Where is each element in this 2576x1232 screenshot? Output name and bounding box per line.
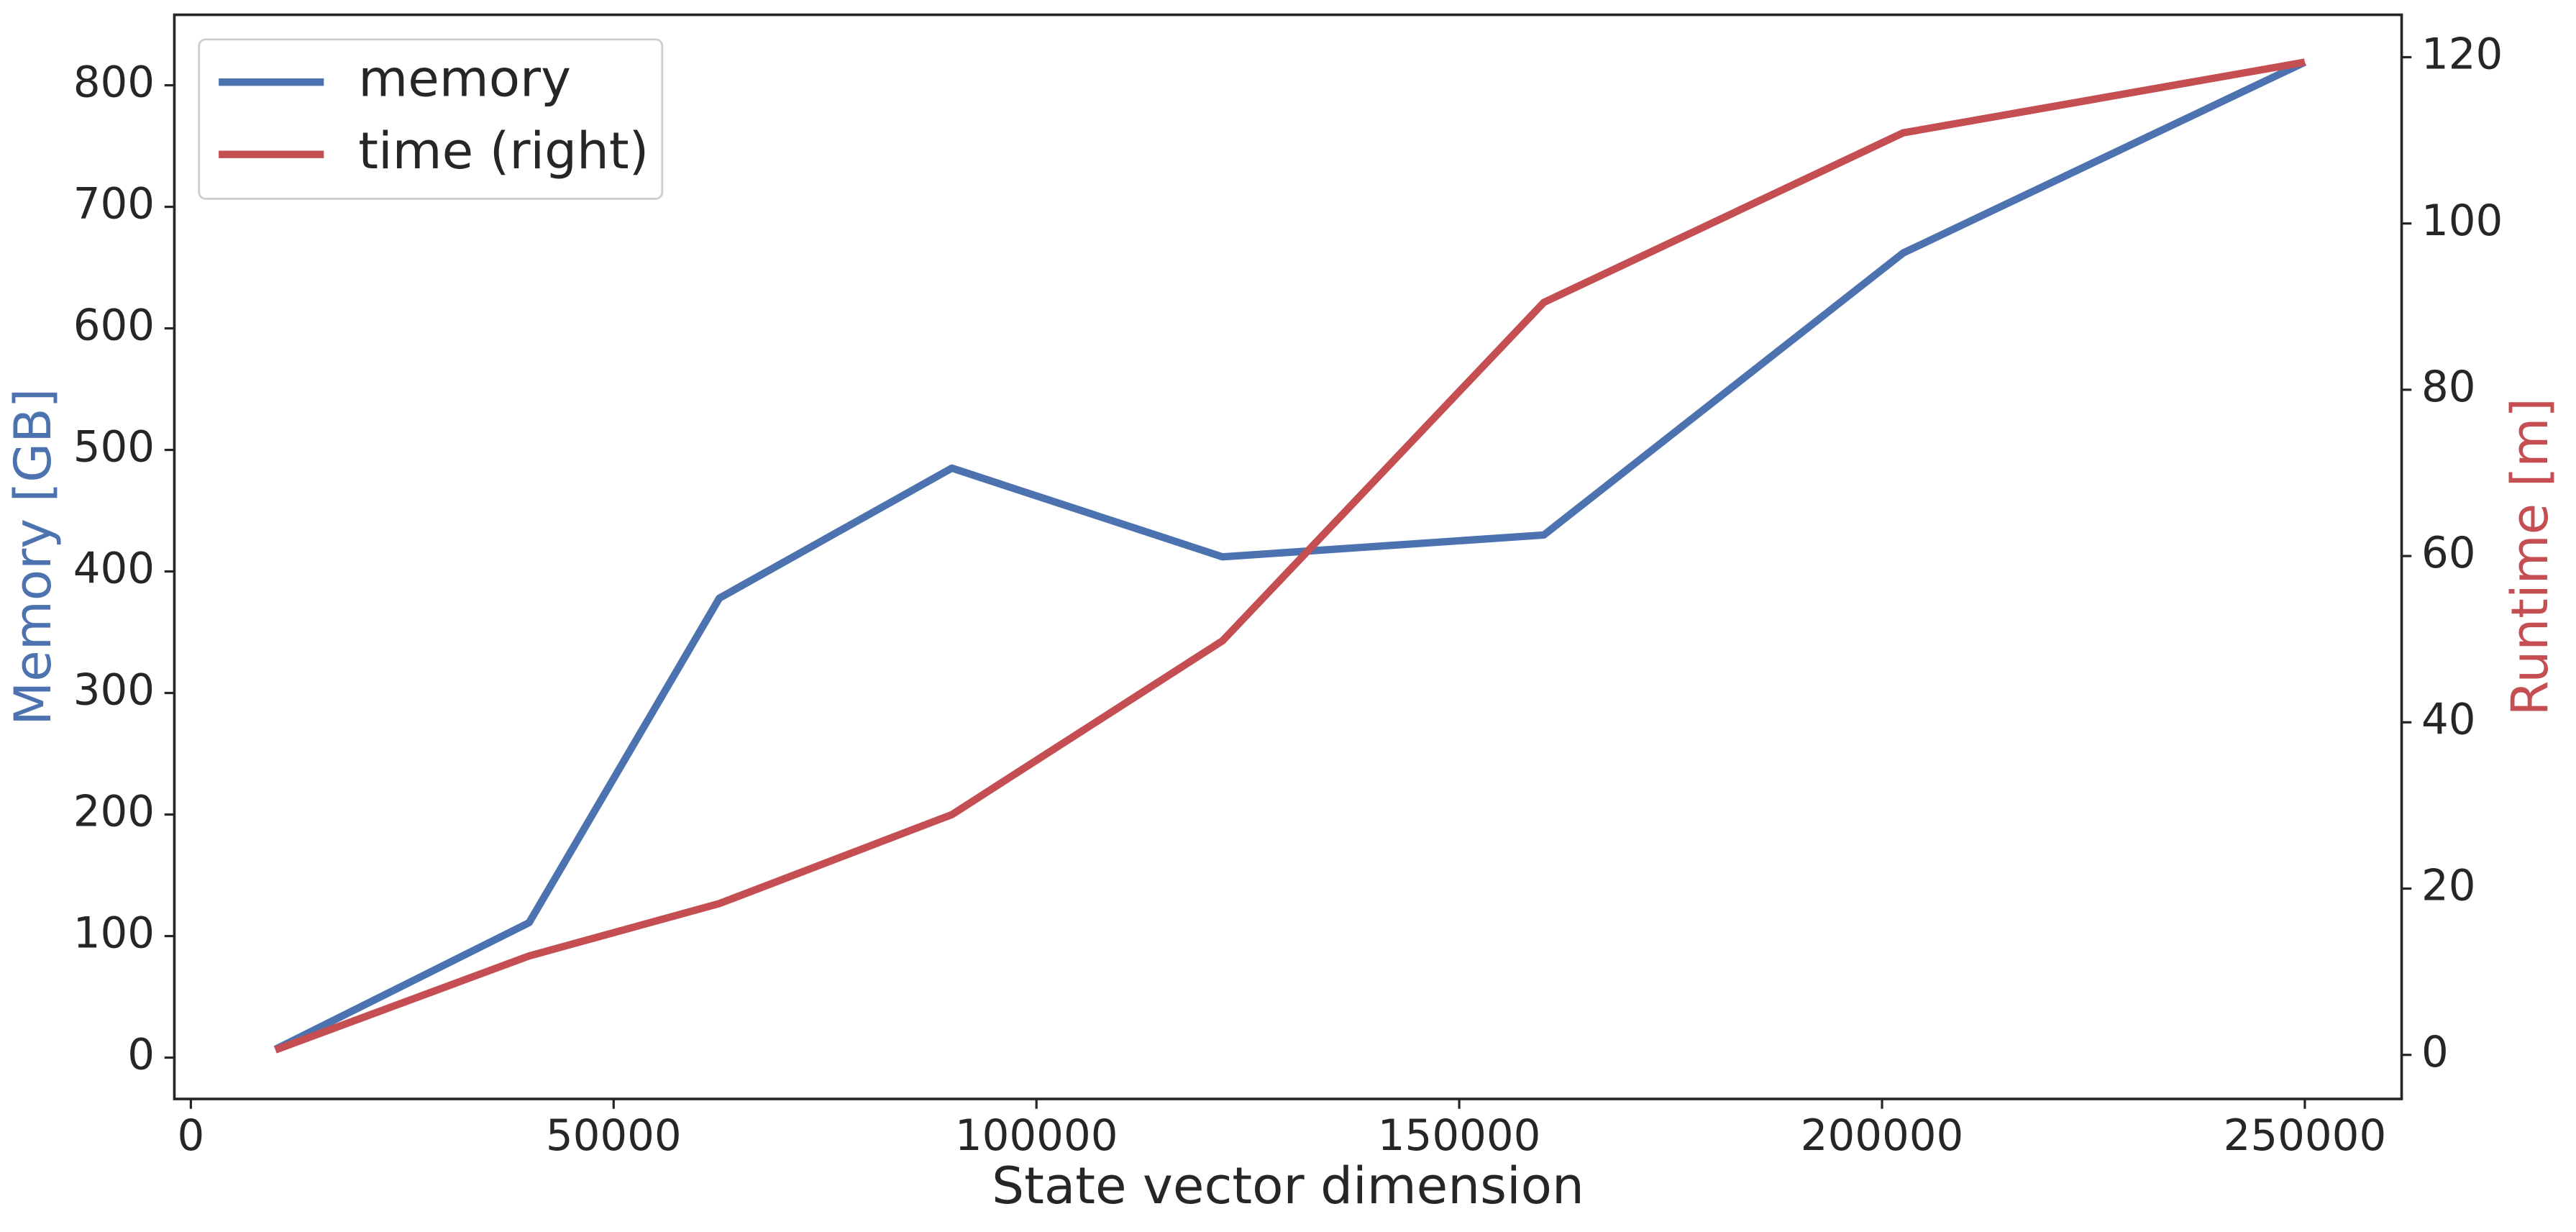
y2-tick-label: 60 <box>2421 529 2476 578</box>
y2-tick-label: 0 <box>2421 1028 2449 1077</box>
x-tick-label: 150000 <box>1378 1111 1541 1161</box>
y-tick-label: 100 <box>73 909 155 959</box>
y-tick-label: 600 <box>73 301 155 351</box>
y-tick-label: 500 <box>73 423 155 473</box>
y-axis-label: Memory [GB] <box>3 388 63 726</box>
y2-tick-label: 40 <box>2421 695 2476 744</box>
legend-label: memory <box>358 49 571 109</box>
x-tick-label: 200000 <box>1801 1111 1964 1161</box>
x-tick-label: 50000 <box>546 1111 682 1161</box>
y-tick-label: 800 <box>73 58 155 108</box>
y2-tick-label: 120 <box>2421 30 2503 80</box>
legend-label: time (right) <box>358 121 649 181</box>
y2-tick-label: 20 <box>2421 862 2476 911</box>
y2-tick-label: 80 <box>2421 362 2476 412</box>
x-axis-label: State vector dimension <box>992 1156 1584 1215</box>
y-tick-label: 400 <box>73 544 155 594</box>
x-tick-label: 0 <box>177 1111 204 1161</box>
series-line <box>274 58 2306 1054</box>
x-tick-label: 100000 <box>955 1111 1118 1161</box>
y-tick-label: 300 <box>73 666 155 716</box>
y-tick-label: 200 <box>73 788 155 837</box>
y-tick-label: 0 <box>127 1031 155 1080</box>
y-tick-label: 700 <box>73 180 155 229</box>
y2-tick-label: 100 <box>2421 196 2503 246</box>
legend: memory time (right) <box>198 38 664 200</box>
y2-axis-label: Runtime [m] <box>2500 398 2559 716</box>
x-tick-label: 250000 <box>2224 1111 2387 1161</box>
series-line <box>273 58 2307 1053</box>
